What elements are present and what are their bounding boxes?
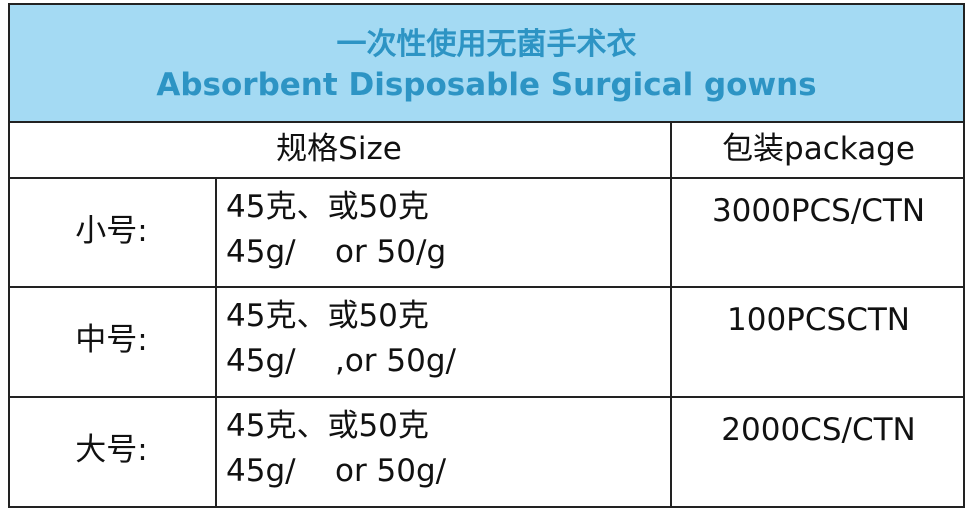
col-line — [215, 177, 217, 507]
spec-line: 45克、或50克 — [226, 298, 429, 334]
column-header: 包装package — [722, 131, 915, 167]
row-line — [8, 286, 965, 288]
title-cn: 一次性使用无菌手术衣 — [336, 27, 637, 62]
spec-line: 45克、或50克 — [226, 408, 429, 444]
spec-line: 45克、或50克 — [226, 189, 429, 225]
size-label: 小号: — [75, 213, 148, 249]
row-line — [8, 396, 965, 398]
header: 一次性使用无菌手术衣 Absorbent Disposable Surgical… — [8, 3, 965, 123]
col-line — [670, 122, 672, 507]
spec-line: 45g/ or 50g/ — [226, 453, 447, 489]
title-en: Absorbent Disposable Surgical gowns — [156, 67, 817, 103]
package: 100PCSCTN — [727, 302, 910, 338]
row-line — [8, 177, 965, 179]
size-label: 大号: — [75, 432, 148, 468]
package: 3000PCS/CTN — [711, 193, 926, 229]
spec-line: 45g/ ,or 50g/ — [226, 343, 456, 379]
size-label: 中号: — [75, 322, 148, 358]
table — [8, 121, 965, 508]
column-header: 规格Size — [276, 131, 402, 167]
spec-line: 45g/ or 50/g — [226, 234, 447, 270]
package: 2000CS/CTN — [721, 412, 916, 448]
